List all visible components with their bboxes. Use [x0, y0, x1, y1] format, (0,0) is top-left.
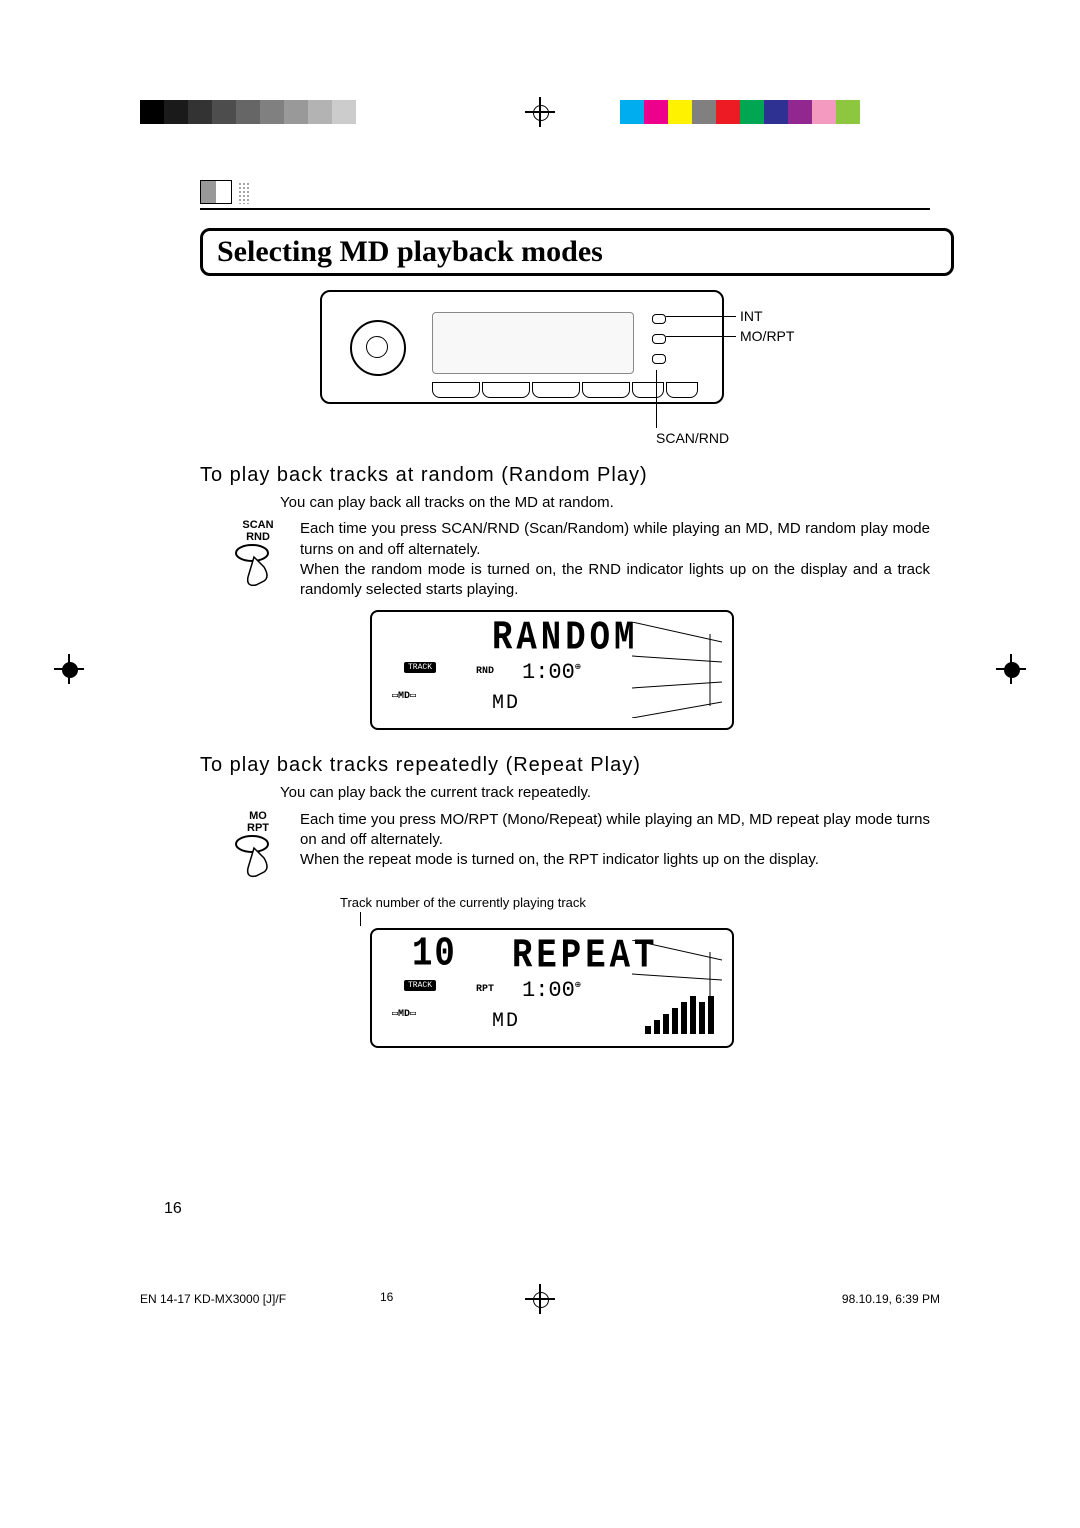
- preset-button-icon: [432, 382, 480, 398]
- color-swatch: [644, 100, 668, 124]
- repeat-lcd-display: 10 REPEAT TRACK RPT 1:00⊕ MD ▭MD▭: [370, 928, 734, 1048]
- footer: EN 14-17 KD-MX3000 [J]/F 16 98.10.19, 6:…: [140, 1290, 940, 1308]
- lcd-main-text: REPEAT: [512, 934, 658, 980]
- repeat-intro: You can play back the current track repe…: [280, 783, 920, 803]
- gray-swatch: [188, 100, 212, 124]
- header-rule: [200, 180, 930, 210]
- preset-button-icon: [482, 382, 530, 398]
- color-swatch: [668, 100, 692, 124]
- color-swatch: [812, 100, 836, 124]
- rnd-label: RND: [246, 531, 270, 543]
- lcd-indicator: RPT: [476, 984, 494, 995]
- color-swatch: [716, 100, 740, 124]
- page-number: 16: [164, 1200, 182, 1218]
- repeat-heading: To play back tracks repeatedly (Repeat P…: [200, 754, 940, 777]
- lcd-track-number: 10: [412, 932, 457, 978]
- gray-swatch: [236, 100, 260, 124]
- random-intro: You can play back all tracks on the MD a…: [280, 493, 920, 513]
- mo-rpt-button-icon: MO RPT: [230, 810, 286, 887]
- gray-swatch: [140, 100, 164, 124]
- registration-bar: [140, 100, 940, 140]
- lcd-track-label: TRACK: [404, 980, 436, 991]
- press-hand-icon: [234, 834, 282, 882]
- callout-scanrnd: SCAN/RND: [656, 430, 729, 446]
- lcd-source: MD: [492, 1010, 520, 1033]
- callout-morpt: MO/RPT: [740, 328, 794, 344]
- callout-morpt-label: MO/RPT: [740, 328, 794, 344]
- callout-int: INT: [740, 308, 763, 324]
- gray-swatch: [164, 100, 188, 124]
- lcd-source: MD: [492, 692, 520, 715]
- color-swatch: [692, 100, 716, 124]
- repeat-instruction-block: MO RPT Each time you press MO/RPT (Mono/…: [230, 810, 930, 887]
- preset-button-icon: [582, 382, 630, 398]
- lcd-time: 1:00⊕: [522, 978, 581, 1003]
- scan-rnd-button-icon: SCAN RND: [230, 519, 286, 596]
- repeat-paragraph: Each time you press MO/RPT (Mono/Repeat)…: [300, 810, 930, 871]
- gray-swatch: [308, 100, 332, 124]
- caption-leader-line: [360, 912, 362, 926]
- color-swatch: [788, 100, 812, 124]
- preset-button-icon: [666, 382, 698, 398]
- registration-mark-bottom: [531, 1290, 549, 1308]
- lcd-main-text: RANDOM: [492, 616, 638, 662]
- halftone-icon: [238, 182, 250, 204]
- color-swatch: [620, 100, 644, 124]
- gray-swatch: [260, 100, 284, 124]
- volume-dial-icon: [350, 320, 406, 376]
- color-swatch: [764, 100, 788, 124]
- random-instruction-block: SCAN RND Each time you press SCAN/RND (S…: [230, 519, 930, 600]
- lcd-md-logo: ▭MD▭: [392, 690, 416, 702]
- callout-int-label: INT: [740, 308, 763, 324]
- track-number-caption: Track number of the currently playing tr…: [340, 895, 940, 910]
- device-diagram: INT MO/RPT SCAN/RND: [320, 290, 860, 450]
- color-swatch: [836, 100, 860, 124]
- md-disc-icon: [200, 180, 232, 204]
- footer-left: EN 14-17 KD-MX3000 [J]/F: [140, 1292, 511, 1306]
- color-swatch: [740, 100, 764, 124]
- registration-mark-right: [1002, 660, 1020, 678]
- preset-button-icon: [532, 382, 580, 398]
- gray-swatch: [356, 100, 380, 124]
- mo-label: MO: [249, 810, 267, 822]
- gray-swatch: [284, 100, 308, 124]
- footer-page: 16: [380, 1290, 393, 1304]
- lcd-time: 1:00⊕: [522, 660, 581, 685]
- gray-swatch: [212, 100, 236, 124]
- footer-right: 98.10.19, 6:39 PM: [569, 1292, 940, 1306]
- random-heading: To play back tracks at random (Random Pl…: [200, 464, 940, 487]
- random-lcd-display: RANDOM TRACK RND 1:00⊕ MD ▭MD▭: [370, 610, 734, 730]
- lcd-md-logo: ▭MD▭: [392, 1008, 416, 1020]
- display-outline: [432, 312, 634, 374]
- press-hand-icon: [234, 543, 282, 591]
- registration-mark-top: [531, 103, 549, 121]
- side-button-icon: [652, 314, 666, 324]
- scan-label: SCAN: [242, 519, 273, 531]
- lcd-indicator: RND: [476, 666, 494, 677]
- lcd-equalizer-icon: [645, 996, 714, 1034]
- random-paragraph: Each time you press SCAN/RND (Scan/Rando…: [300, 519, 930, 600]
- head-unit-outline: [320, 290, 724, 404]
- color-swatches: [620, 100, 860, 124]
- section-title: Selecting MD playback modes: [200, 228, 954, 276]
- callout-scanrnd-label: SCAN/RND: [656, 430, 729, 446]
- preset-button-icon: [632, 382, 664, 398]
- side-button-icon: [652, 334, 666, 344]
- side-button-icon: [652, 354, 666, 364]
- registration-mark-left: [60, 660, 78, 678]
- lcd-perspective-lines: [632, 622, 722, 718]
- lcd-track-label: TRACK: [404, 662, 436, 673]
- rpt-label: RPT: [247, 822, 269, 834]
- gray-swatch: [332, 100, 356, 124]
